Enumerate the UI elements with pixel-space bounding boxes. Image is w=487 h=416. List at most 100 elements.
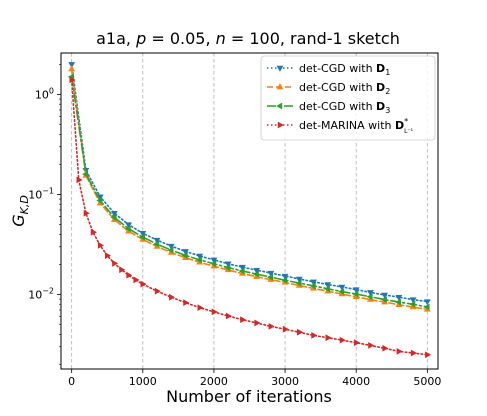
data-point (353, 339, 361, 347)
data-point (409, 300, 416, 308)
data-point (352, 290, 359, 298)
data-point (309, 282, 316, 290)
data-point (396, 347, 403, 355)
x-tick-label: 4000 (342, 375, 370, 388)
data-point (68, 65, 76, 72)
legend-label: det-CGD with D3 (299, 100, 390, 115)
plot-frame (60, 52, 439, 370)
data-point (182, 249, 189, 256)
data-point (68, 62, 76, 69)
data-point (368, 341, 375, 349)
data-point (253, 267, 261, 275)
grid-layer (71, 53, 428, 369)
data-point (167, 246, 174, 254)
data-point (90, 228, 97, 236)
data-point (96, 197, 103, 204)
series-line (70, 63, 429, 303)
data-point (140, 280, 147, 288)
data-point (395, 294, 403, 302)
data-point (125, 222, 132, 229)
data-point (112, 259, 119, 267)
data-point (295, 279, 302, 287)
legend-label: det-MARINA with D* L⁻¹ (299, 117, 414, 135)
data-point (240, 316, 247, 324)
data-point (252, 270, 259, 278)
data-point (268, 323, 275, 330)
data-point (110, 211, 118, 218)
data-point (82, 170, 89, 178)
data-point (323, 285, 330, 293)
data-point (410, 349, 417, 357)
data-point (167, 243, 175, 250)
data-point (282, 325, 289, 333)
data-point (295, 276, 303, 283)
data-point (124, 225, 131, 233)
data-point (210, 260, 217, 268)
data-point (119, 266, 126, 274)
y-axis: 100 10−1 10−2 (28, 64, 61, 365)
data-point (195, 256, 202, 264)
data-point (105, 252, 112, 259)
data-point (409, 297, 417, 304)
data-point (153, 237, 161, 244)
data-point (423, 299, 431, 306)
data-point (281, 276, 288, 284)
data-point (197, 304, 204, 311)
x-axis-title: Number of iterations (166, 387, 332, 406)
data-point (339, 336, 346, 344)
data-point (367, 290, 374, 297)
data-point (254, 319, 261, 327)
data-point (310, 279, 317, 286)
x-tick-label: 0 (68, 375, 75, 388)
series-4 (69, 76, 432, 359)
data-point (97, 241, 104, 249)
legend-label: det-CGD with D2 (299, 81, 390, 96)
data-point (224, 261, 232, 268)
data-point (181, 252, 188, 259)
legend-marker (276, 102, 283, 110)
legend: det-CGD with D1 det-CGD with D2 det-CGD wi… (260, 55, 436, 141)
data-point (381, 292, 389, 299)
legend-item: det-MARINA with D* L⁻¹ (267, 117, 414, 135)
data-point (423, 303, 430, 311)
data-point (76, 176, 83, 184)
legend-item: det-CGD with D3 (267, 100, 390, 115)
legend-marker (276, 65, 284, 72)
data-point (110, 214, 117, 221)
data-point (267, 270, 275, 277)
y-tick-label: 10−2 (28, 287, 54, 302)
legend-item: det-CGD with D2 (267, 81, 390, 96)
data-point (224, 264, 231, 271)
data-point (133, 276, 140, 284)
data-point (238, 264, 246, 271)
series-line (70, 76, 429, 308)
data-point (225, 312, 232, 320)
legend-item: det-CGD with D1 (267, 62, 390, 77)
data-point (238, 267, 245, 275)
data-point (338, 284, 346, 291)
data-point (325, 334, 332, 342)
data-point (154, 287, 161, 295)
data-point (211, 308, 218, 316)
data-point (138, 233, 146, 241)
y-axis-title: GK,D (9, 195, 31, 227)
data-point (210, 257, 218, 264)
data-point (169, 293, 176, 301)
data-point (153, 240, 160, 248)
data-point (352, 287, 360, 294)
data-point (267, 273, 274, 281)
series-layer (67, 62, 432, 359)
x-tick-label: 5000 (413, 375, 441, 388)
data-point (311, 332, 318, 339)
data-point (83, 209, 90, 217)
data-point (395, 298, 402, 306)
data-point (425, 351, 432, 359)
y-tick-label: 10−1 (28, 187, 54, 202)
legend-box (260, 55, 436, 141)
x-tick-label: 1000 (129, 375, 157, 388)
data-point (297, 328, 304, 336)
data-point (196, 253, 204, 260)
data-point (324, 282, 332, 289)
y-tick-label: 100 (35, 87, 54, 102)
